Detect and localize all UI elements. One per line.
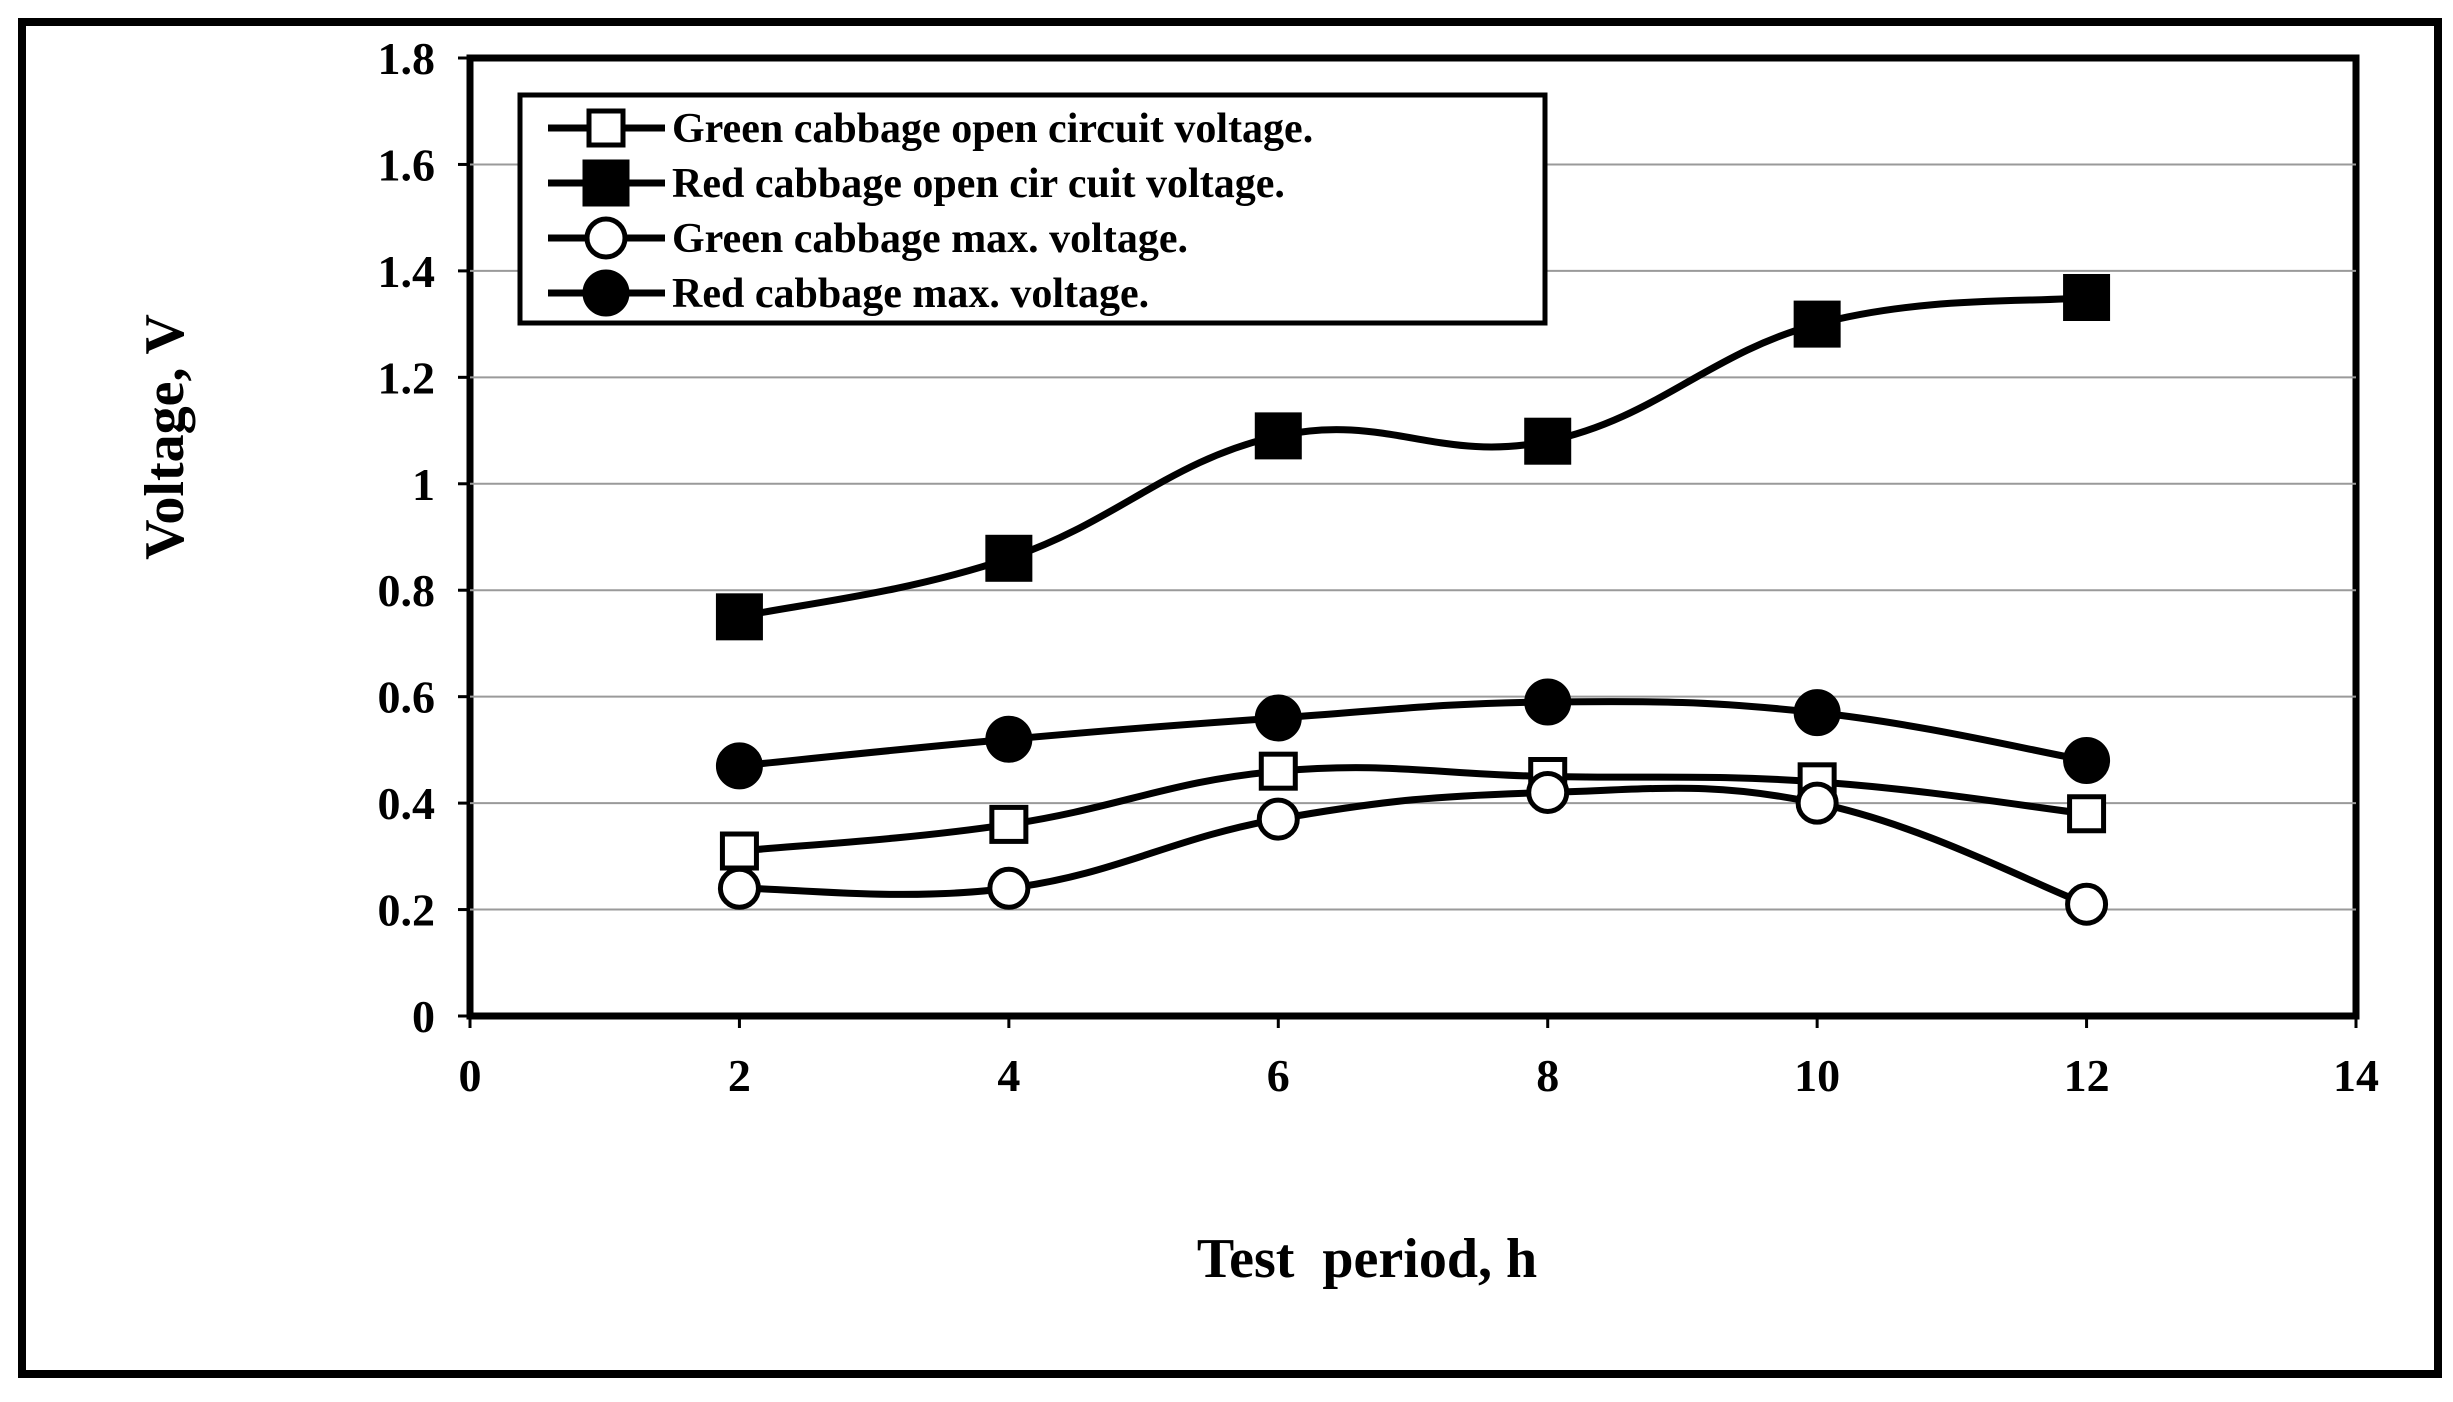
legend: Green cabbage open circuit voltage. Red c… bbox=[517, 92, 1548, 326]
data-point bbox=[2065, 882, 2109, 926]
y-tick-label: 0 bbox=[412, 991, 435, 1042]
y-tick-label: 1.8 bbox=[378, 33, 436, 84]
y-axis-label: Voltage, V bbox=[134, 314, 196, 560]
legend-marker bbox=[586, 108, 626, 148]
y-tick-label: 1.6 bbox=[378, 139, 436, 190]
legend-box bbox=[517, 92, 1548, 326]
data-point bbox=[2063, 737, 2111, 785]
series-line bbox=[738, 294, 2087, 621]
y-tick-label: 1.4 bbox=[378, 246, 436, 297]
data-point bbox=[2063, 274, 2111, 321]
data-point bbox=[985, 715, 1033, 763]
legend-label: Green cabbage open circuit voltage. bbox=[672, 106, 1313, 152]
legend-marker bbox=[582, 159, 630, 207]
legend-entry: Red cabbage max. voltage. bbox=[548, 269, 1149, 317]
y-tick-label: 0.2 bbox=[378, 885, 436, 936]
series-line bbox=[739, 764, 2087, 855]
data-point bbox=[2067, 794, 2107, 834]
data-point bbox=[1258, 751, 1298, 791]
legend-label: Red cabbage max. voltage. bbox=[672, 271, 1149, 317]
data-point bbox=[985, 534, 1033, 582]
x-tick-labels: 0 2 4 6 8 10 12 14 bbox=[459, 1050, 2380, 1101]
data-point bbox=[717, 866, 761, 910]
y-tick-label: 0.8 bbox=[378, 565, 436, 616]
x-tick-label: 12 bbox=[2064, 1050, 2110, 1101]
legend-entry: Red cabbage open cir cuit voltage. bbox=[548, 159, 1285, 207]
series-filled-square bbox=[715, 274, 2111, 641]
legend-marker bbox=[582, 269, 630, 317]
x-axis-label: Test period, h bbox=[1197, 1228, 1537, 1290]
series-filled-circle bbox=[715, 678, 2111, 790]
data-point bbox=[1793, 300, 1841, 348]
data-point bbox=[1793, 689, 1841, 737]
y-tick-labels: 0 0.2 0.4 0.6 0.8 1 1.2 1.4 1.6 1.8 bbox=[378, 33, 436, 1042]
legend-entry: Green cabbage open circuit voltage. bbox=[548, 106, 1313, 152]
axes bbox=[458, 56, 2358, 1028]
data-point bbox=[1524, 678, 1572, 726]
y-tick-label: 1 bbox=[412, 459, 435, 510]
legend-label: Green cabbage max. voltage. bbox=[672, 216, 1188, 262]
legend-marker bbox=[584, 216, 628, 260]
data-point bbox=[987, 866, 1031, 910]
data-point bbox=[1795, 781, 1839, 825]
x-tick-label: 6 bbox=[1267, 1050, 1290, 1101]
y-tick-label: 1.2 bbox=[378, 352, 436, 403]
series-open-circle bbox=[717, 770, 2109, 926]
y-tick-label: 0.4 bbox=[378, 778, 436, 829]
x-tick-label: 10 bbox=[1794, 1050, 1840, 1101]
legend-label: Red cabbage open cir cuit voltage. bbox=[672, 161, 1285, 207]
data-point bbox=[1526, 770, 1570, 814]
x-tick-label: 14 bbox=[2333, 1050, 2379, 1101]
x-tick-label: 8 bbox=[1536, 1050, 1559, 1101]
data-point bbox=[715, 593, 763, 641]
series-layer bbox=[715, 274, 2111, 926]
x-tick-label: 4 bbox=[997, 1050, 1020, 1101]
legend-entry: Green cabbage max. voltage. bbox=[548, 216, 1188, 262]
data-point bbox=[719, 831, 759, 871]
series-line bbox=[739, 698, 2088, 770]
data-point bbox=[1524, 417, 1572, 465]
data-point bbox=[989, 804, 1029, 844]
y-tick-label: 0.6 bbox=[378, 672, 436, 723]
series-line bbox=[739, 784, 2088, 908]
x-tick-label: 2 bbox=[728, 1050, 751, 1101]
data-point bbox=[1254, 412, 1302, 460]
x-tick-label: 0 bbox=[459, 1050, 482, 1101]
data-point bbox=[1256, 797, 1300, 841]
data-point bbox=[715, 742, 763, 790]
data-point bbox=[1254, 694, 1302, 742]
